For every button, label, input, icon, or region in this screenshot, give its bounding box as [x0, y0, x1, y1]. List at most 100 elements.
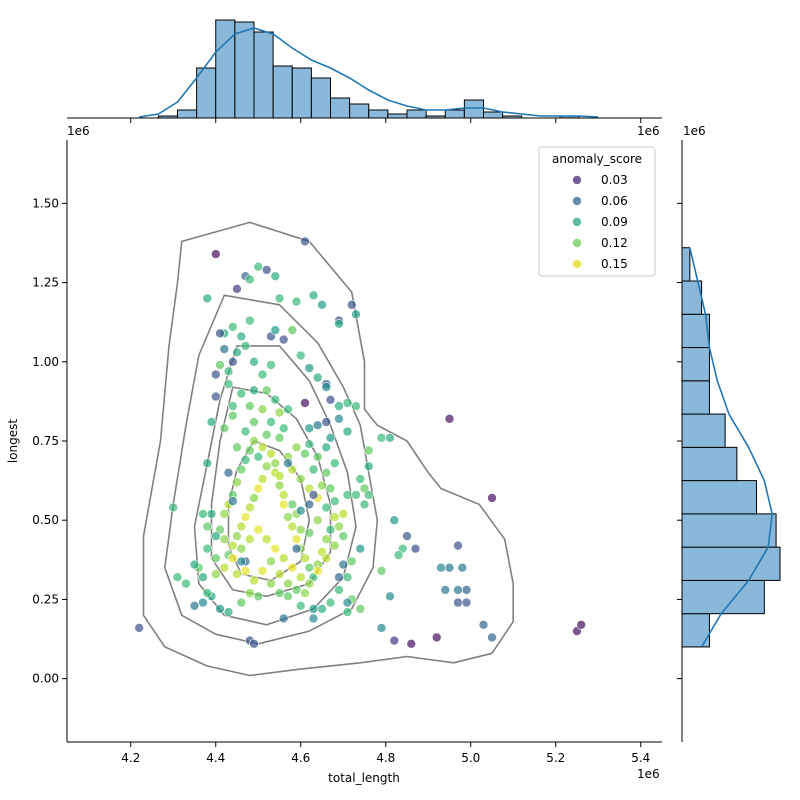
top-hist-scale-label-right: 1e6 [637, 124, 660, 138]
legend-label: 0.03 [601, 173, 628, 187]
scatter-point [228, 410, 238, 421]
scatter-point [278, 613, 289, 624]
scatter-point [232, 569, 242, 579]
x-tick-label: 4.8 [376, 751, 395, 765]
scatter-point [253, 591, 264, 602]
scatter-point [266, 448, 276, 459]
legend-label: 0.12 [601, 236, 628, 250]
right-hist-bar [681, 579, 765, 615]
scatter-point [283, 458, 293, 469]
scatter-point [338, 531, 349, 541]
scatter-point [453, 540, 463, 551]
legend-marker [572, 238, 582, 248]
scatter-point [342, 607, 353, 617]
scatter-point [223, 366, 234, 377]
top-hist-bar [253, 31, 274, 119]
scatter-point [300, 236, 310, 247]
scatter-point [257, 442, 268, 453]
scatter-point [334, 521, 344, 532]
scatter-point [211, 569, 221, 579]
right-hist-bar [681, 247, 691, 282]
scatter-point [211, 391, 221, 402]
scatter-point [278, 334, 289, 345]
scatter-point [211, 531, 221, 541]
scatter-point [487, 493, 497, 503]
right-hist-scale-label: 1e6 [683, 124, 706, 138]
scatter-point [308, 464, 319, 475]
top-hist-bar [349, 103, 370, 119]
scatter-point [236, 388, 247, 399]
scatter-point [223, 607, 234, 617]
scatter-point [304, 562, 315, 573]
right-hist-kde-line [689, 247, 774, 648]
scatter-point [478, 619, 489, 630]
scatter-point [325, 394, 336, 405]
scatter-point [304, 578, 315, 589]
scatter-point [334, 585, 344, 595]
scatter-point [249, 356, 259, 367]
legend-marker [572, 259, 582, 269]
scatter-point [240, 512, 251, 522]
top-hist-bar [177, 109, 198, 119]
scatter-point [211, 369, 221, 380]
x-tick-label: 4.4 [206, 751, 225, 765]
top-hist-bar [387, 113, 408, 119]
scatter-point [402, 531, 412, 541]
scatter-point [274, 588, 285, 598]
legend-marker [572, 217, 582, 227]
scatter-point [334, 572, 344, 583]
scatter-point [232, 284, 242, 294]
scatter-point [431, 632, 442, 643]
scatter-point [253, 483, 264, 494]
scatter-points [134, 236, 587, 649]
scatter-point [291, 585, 302, 595]
legend: anomaly_score 0.03 0.06 0.09 0.12 0.15 [538, 146, 656, 277]
scatter-point [291, 534, 302, 545]
scatter-point [274, 432, 285, 443]
scatter-point [334, 318, 344, 329]
scatter-point [215, 604, 225, 614]
scatter-point [181, 578, 191, 589]
scatter-point [342, 398, 353, 408]
scatter-point [329, 496, 340, 507]
scatter-point [249, 385, 259, 396]
scatter-point [308, 613, 319, 624]
right-hist-bar [681, 413, 726, 448]
scatter-point [228, 356, 238, 367]
scatter-point [253, 524, 264, 535]
scatter-point [317, 604, 327, 614]
scatter-point [211, 249, 221, 259]
scatter-point [334, 401, 344, 411]
scatter-point [245, 274, 255, 285]
scatter-point [436, 562, 446, 573]
scatter-point [172, 572, 183, 583]
scatter-point [274, 407, 285, 418]
scatter-point [338, 509, 349, 519]
scatter-point [232, 531, 242, 541]
scatter-point [274, 569, 285, 579]
right-hist-bar [681, 480, 757, 515]
scatter-point [266, 360, 276, 370]
scatter-point [325, 524, 336, 535]
scatter-point [236, 521, 247, 532]
legend-entries: 0.03 0.06 0.09 0.12 0.15 [572, 173, 628, 271]
y-tick-label: 1.50 [32, 196, 59, 210]
scatter-point [355, 604, 366, 614]
scatter-point [325, 597, 336, 608]
scatter-point [329, 458, 340, 469]
scatter-point [295, 572, 306, 583]
scatter-point [300, 448, 310, 459]
scatter-point [440, 585, 451, 595]
scatter-point [202, 293, 213, 304]
scatter-point [198, 572, 208, 583]
scatter-point [321, 382, 332, 392]
scatter-point [266, 578, 276, 589]
scatter-point [308, 604, 319, 614]
scatter-point [291, 442, 302, 453]
scatter-point [329, 512, 340, 522]
scatter-point [219, 509, 230, 519]
scatter-point [321, 534, 332, 545]
scatter-point [359, 499, 370, 510]
scatter-point [312, 372, 323, 383]
scatter-point [189, 600, 200, 611]
